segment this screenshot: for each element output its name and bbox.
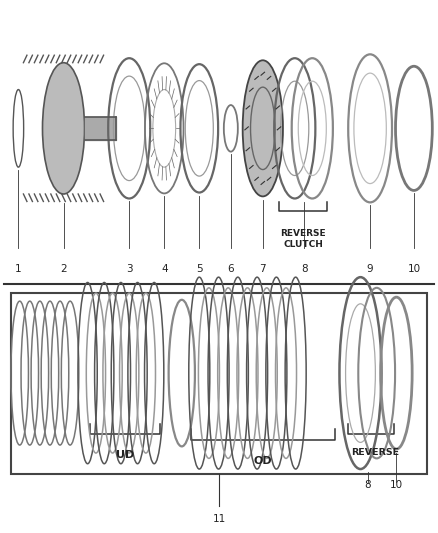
Ellipse shape [42, 63, 85, 194]
Text: REVERSE: REVERSE [352, 448, 399, 457]
Text: UD: UD [116, 450, 134, 461]
Text: 7: 7 [259, 264, 266, 273]
Text: 10: 10 [407, 264, 420, 273]
Text: 2: 2 [60, 264, 67, 273]
Text: 8: 8 [301, 264, 308, 273]
Text: 4: 4 [161, 264, 168, 273]
Text: 10: 10 [390, 480, 403, 490]
Text: REVERSE
CLUTCH: REVERSE CLUTCH [280, 229, 326, 249]
Bar [11, 293, 427, 474]
Text: 1: 1 [15, 264, 22, 273]
Text: 11: 11 [212, 514, 226, 524]
Text: 8: 8 [364, 480, 371, 490]
Text: 3: 3 [126, 264, 133, 273]
Ellipse shape [243, 60, 283, 196]
Text: 6: 6 [227, 264, 234, 273]
Text: OD: OD [254, 456, 272, 466]
Text: 5: 5 [196, 264, 203, 273]
Text: 9: 9 [367, 264, 374, 273]
